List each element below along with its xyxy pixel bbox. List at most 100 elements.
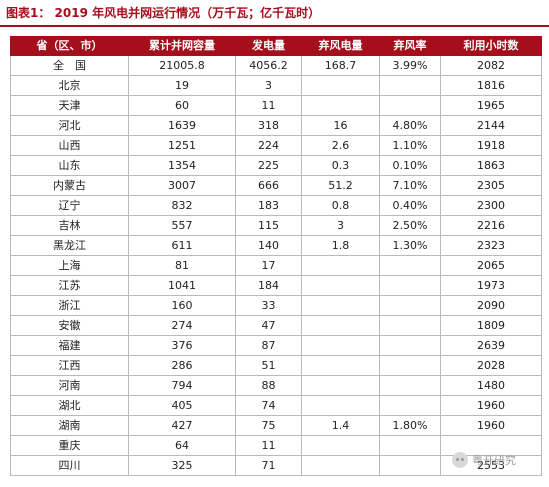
cell-province: 内蒙古	[10, 175, 129, 196]
cell-generation: 17	[235, 255, 302, 276]
cell-generation: 71	[235, 455, 302, 476]
cell-curtailed-energy	[301, 275, 380, 296]
cell-curtailed-energy: 3	[301, 215, 380, 236]
cell-curtailment-rate: 0.40%	[379, 195, 441, 216]
cell-province: 上海	[10, 255, 129, 276]
cell-generation: 11	[235, 435, 302, 456]
cell-curtailed-energy	[301, 395, 380, 416]
cell-generation: 225	[235, 155, 302, 176]
cell-generation: 224	[235, 135, 302, 156]
cell-curtailment-rate: 4.80%	[379, 115, 441, 136]
cell-province: 江苏	[10, 275, 129, 296]
cell-curtailed-energy	[301, 455, 380, 476]
cell-curtailment-rate	[379, 435, 441, 456]
cell-utilization-hours: 2300	[440, 195, 542, 216]
table-row: 吉林 557 115 3 2.50% 2216	[10, 215, 542, 236]
cell-generation: 51	[235, 355, 302, 376]
cell-province: 江西	[10, 355, 129, 376]
cell-province: 黑龙江	[10, 235, 129, 256]
cell-curtailment-rate: 2.50%	[379, 215, 441, 236]
cell-curtailed-energy: 0.3	[301, 155, 380, 176]
cell-curtailment-rate: 1.30%	[379, 235, 441, 256]
cell-capacity: 64	[128, 435, 236, 456]
cell-curtailment-rate: 0.10%	[379, 155, 441, 176]
cell-curtailed-energy: 168.7	[301, 55, 380, 76]
table-row: 辽宁 832 183 0.8 0.40% 2300	[10, 195, 542, 216]
cell-capacity: 1041	[128, 275, 236, 296]
cell-generation: 666	[235, 175, 302, 196]
cell-province: 安徽	[10, 315, 129, 336]
cell-province: 湖南	[10, 415, 129, 436]
cell-utilization-hours: 2144	[440, 115, 542, 136]
title-rule	[0, 25, 549, 27]
cell-generation: 115	[235, 215, 302, 236]
cell-capacity: 1639	[128, 115, 236, 136]
cell-generation: 75	[235, 415, 302, 436]
cell-curtailment-rate	[379, 315, 441, 336]
cell-curtailed-energy	[301, 255, 380, 276]
cell-capacity: 1354	[128, 155, 236, 176]
cell-province: 山东	[10, 155, 129, 176]
table-row: 黑龙江 611 140 1.8 1.30% 2323	[10, 235, 542, 256]
cell-province: 福建	[10, 335, 129, 356]
cell-curtailment-rate: 7.10%	[379, 175, 441, 196]
table-row: 湖南 427 75 1.4 1.80% 1960	[10, 415, 542, 436]
table-row: 山西 1251 224 2.6 1.10% 1918	[10, 135, 542, 156]
cell-province: 湖北	[10, 395, 129, 416]
cell-capacity: 325	[128, 455, 236, 476]
cell-capacity: 81	[128, 255, 236, 276]
table-title: 图表1： 2019 年风电并网运行情况（万千瓦；亿千瓦时）	[6, 6, 321, 20]
cell-province: 北京	[10, 75, 129, 96]
table-row: 山东 1354 225 0.3 0.10% 1863	[10, 155, 542, 176]
cell-generation: 184	[235, 275, 302, 296]
cell-curtailed-energy: 1.4	[301, 415, 380, 436]
cell-capacity: 274	[128, 315, 236, 336]
cell-generation: 3	[235, 75, 302, 96]
cell-curtailed-energy: 0.8	[301, 195, 380, 216]
cell-province: 河北	[10, 115, 129, 136]
cell-curtailment-rate	[379, 255, 441, 276]
cell-utilization-hours: 2639	[440, 335, 542, 356]
table-body: 全 国 21005.8 4056.2 168.7 3.99% 2082 北京 19 3 1816 天…	[10, 55, 542, 476]
cell-province: 天津	[10, 95, 129, 116]
cell-curtailed-energy	[301, 335, 380, 356]
table-row: 浙江 160 33 2090	[10, 295, 542, 316]
cell-utilization-hours: 1809	[440, 315, 542, 336]
cell-curtailment-rate	[379, 95, 441, 116]
cell-utilization-hours: 2305	[440, 175, 542, 196]
table-row: 河北 1639 318 16 4.80% 2144	[10, 115, 542, 136]
cell-curtailed-energy	[301, 435, 380, 456]
cell-curtailment-rate: 1.80%	[379, 415, 441, 436]
cell-province: 全 国	[10, 55, 129, 76]
cell-province: 重庆	[10, 435, 129, 456]
cell-capacity: 160	[128, 295, 236, 316]
cell-utilization-hours: 1960	[440, 395, 542, 416]
cell-generation: 318	[235, 115, 302, 136]
cell-generation: 74	[235, 395, 302, 416]
cell-capacity: 611	[128, 235, 236, 256]
cell-utilization-hours: 1960	[440, 415, 542, 436]
table-row: 江苏 1041 184 1973	[10, 275, 542, 296]
cell-generation: 11	[235, 95, 302, 116]
table-row: 河南 794 88 1480	[10, 375, 542, 396]
cell-generation: 140	[235, 235, 302, 256]
cell-utilization-hours: 2028	[440, 355, 542, 376]
cell-utilization-hours: 1973	[440, 275, 542, 296]
cell-curtailed-energy	[301, 315, 380, 336]
cell-curtailment-rate	[379, 395, 441, 416]
cell-generation: 87	[235, 335, 302, 356]
table-row: 重庆 64 11	[10, 435, 542, 456]
cell-capacity: 832	[128, 195, 236, 216]
table-row: 江西 286 51 2028	[10, 355, 542, 376]
cell-generation: 47	[235, 315, 302, 336]
cell-curtailment-rate	[379, 355, 441, 376]
cell-province: 四川	[10, 455, 129, 476]
cell-province: 山西	[10, 135, 129, 156]
cell-curtailment-rate	[379, 335, 441, 356]
cell-utilization-hours: 1816	[440, 75, 542, 96]
table-row: 安徽 274 47 1809	[10, 315, 542, 336]
cell-utilization-hours: 2323	[440, 235, 542, 256]
cell-curtailed-energy	[301, 355, 380, 376]
header-generation: 发电量	[235, 36, 302, 56]
